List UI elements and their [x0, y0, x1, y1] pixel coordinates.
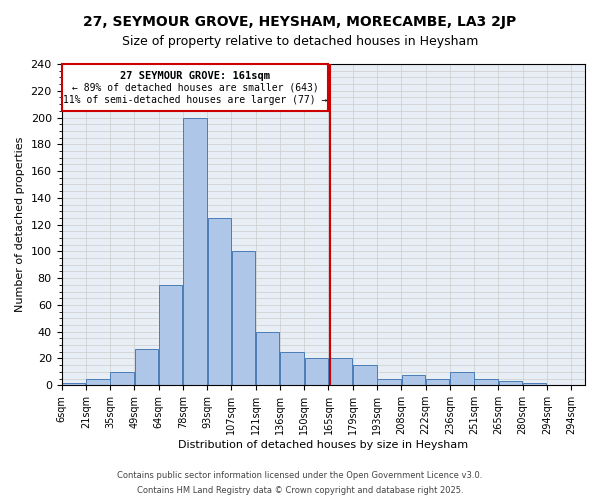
- Bar: [135, 349, 158, 385]
- Bar: [475, 378, 498, 385]
- Bar: [110, 372, 134, 385]
- Text: 27, SEYMOUR GROVE, HEYSHAM, MORECAMBE, LA3 2JP: 27, SEYMOUR GROVE, HEYSHAM, MORECAMBE, L…: [83, 15, 517, 29]
- Bar: [329, 358, 352, 385]
- Bar: [450, 372, 473, 385]
- Bar: [62, 64, 328, 111]
- Bar: [401, 374, 425, 385]
- Text: 11% of semi-detached houses are larger (77) →: 11% of semi-detached houses are larger (…: [63, 95, 327, 105]
- Bar: [499, 381, 522, 385]
- Y-axis label: Number of detached properties: Number of detached properties: [15, 137, 25, 312]
- Bar: [256, 332, 280, 385]
- Text: Contains HM Land Registry data © Crown copyright and database right 2025.: Contains HM Land Registry data © Crown c…: [137, 486, 463, 495]
- Bar: [353, 365, 377, 385]
- Bar: [62, 382, 85, 385]
- Bar: [208, 218, 231, 385]
- Bar: [377, 378, 401, 385]
- Bar: [86, 378, 110, 385]
- Bar: [280, 352, 304, 385]
- Text: Contains public sector information licensed under the Open Government Licence v3: Contains public sector information licen…: [118, 471, 482, 480]
- Bar: [305, 358, 328, 385]
- Text: ← 89% of detached houses are smaller (643): ← 89% of detached houses are smaller (64…: [71, 82, 319, 92]
- Bar: [159, 285, 182, 385]
- Text: 27 SEYMOUR GROVE: 161sqm: 27 SEYMOUR GROVE: 161sqm: [120, 70, 270, 81]
- Bar: [232, 252, 255, 385]
- Text: Size of property relative to detached houses in Heysham: Size of property relative to detached ho…: [122, 35, 478, 48]
- Bar: [183, 118, 206, 385]
- X-axis label: Distribution of detached houses by size in Heysham: Distribution of detached houses by size …: [178, 440, 469, 450]
- Bar: [426, 378, 449, 385]
- Bar: [523, 382, 547, 385]
